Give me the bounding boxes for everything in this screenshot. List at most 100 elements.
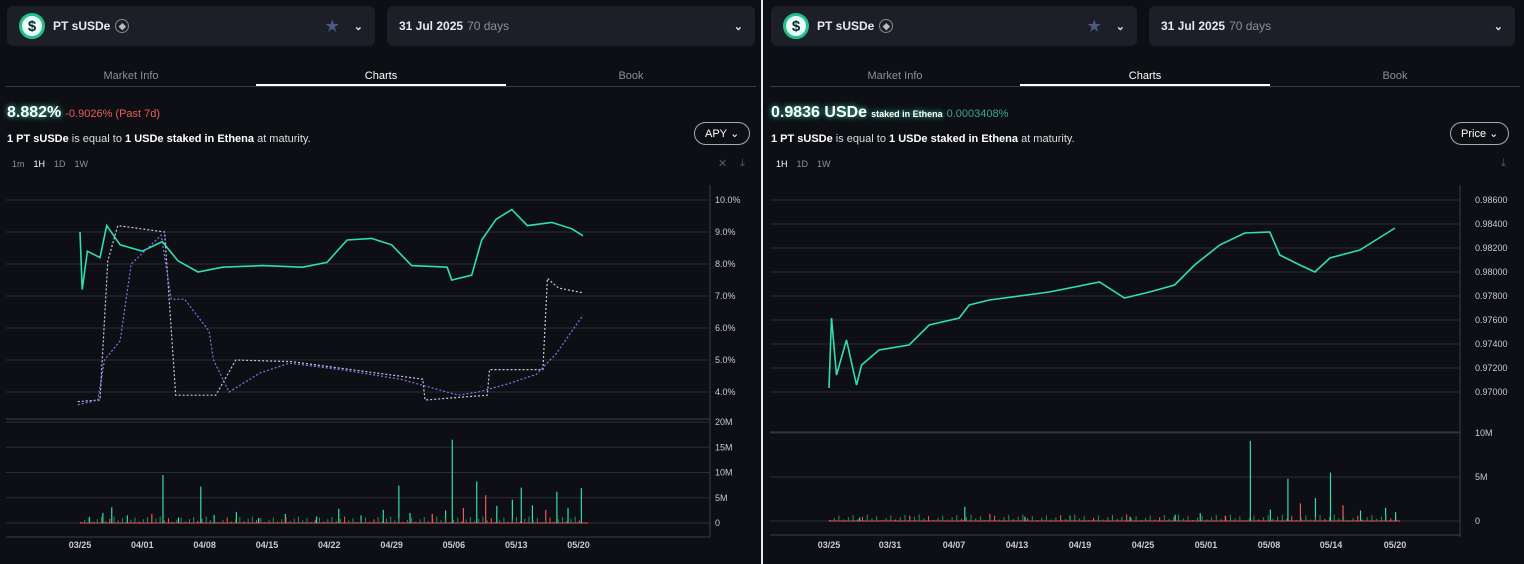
volume-bar xyxy=(961,518,963,521)
range-1d[interactable]: 1D xyxy=(796,159,809,169)
volume-bar xyxy=(461,521,463,523)
market-selector[interactable]: $ PT sUSDe ◆ ★ ⌄ xyxy=(7,6,375,46)
volume-bar xyxy=(448,522,450,523)
maturity-selector[interactable]: 31 Jul 2025 70 days ⌄ xyxy=(387,6,755,46)
volume-bar xyxy=(1225,516,1227,521)
volume-bar xyxy=(913,516,915,521)
volume-bar xyxy=(1074,514,1076,521)
tools-icon[interactable]: ✕ xyxy=(718,158,728,170)
volume-bar xyxy=(507,521,509,523)
volume-bar xyxy=(258,517,260,523)
volume-bar xyxy=(1291,516,1293,521)
volume-bar xyxy=(1088,520,1090,521)
tab-book[interactable]: Book xyxy=(618,70,644,82)
volume-tick-label: 20M xyxy=(715,417,733,427)
tab-market-info[interactable]: Market Info xyxy=(867,70,923,82)
volume-bar xyxy=(105,520,107,523)
dollar-coin-icon: $ xyxy=(783,13,809,39)
volume-bar xyxy=(1174,514,1176,521)
volume-bar xyxy=(1305,515,1307,521)
volume-bar xyxy=(1093,517,1095,521)
y-tick-label: 0.98200 xyxy=(1475,243,1508,253)
star-icon[interactable]: ★ xyxy=(1087,18,1101,35)
range-1m[interactable]: 1m xyxy=(12,159,25,169)
volume-bar xyxy=(344,516,346,523)
volume-bar xyxy=(398,518,400,523)
volume-bar xyxy=(243,520,245,523)
maturity-days: 70 days xyxy=(1229,19,1272,33)
volume-bar xyxy=(574,516,576,523)
volume-bar xyxy=(852,515,854,521)
range-1w[interactable]: 1W xyxy=(817,159,831,169)
download-icon[interactable]: ⤓ xyxy=(740,157,745,169)
maturity-date: 31 Jul 2025 xyxy=(1161,19,1226,33)
chevron-down-icon[interactable]: ⌄ xyxy=(353,20,363,33)
volume-bar xyxy=(457,517,459,523)
volume-bar xyxy=(176,519,178,523)
volume-bar xyxy=(1267,515,1269,521)
chart-price: 0.97000 0.97200 0.97400 0.97600 0.97800 0.980… xyxy=(770,185,1508,550)
volume-bar xyxy=(126,515,128,523)
volume-bar xyxy=(96,519,98,523)
volume-bar xyxy=(1249,440,1251,521)
volume-bar xyxy=(431,513,433,523)
volume-bar xyxy=(1159,517,1161,521)
volume-bar xyxy=(436,516,438,523)
range-1w[interactable]: 1W xyxy=(74,159,89,169)
volume-bar xyxy=(92,521,94,523)
volume-bar xyxy=(1078,518,1080,521)
volume-bar xyxy=(989,513,991,521)
volume-bar xyxy=(302,520,304,523)
x-tick-label: 04/15 xyxy=(256,540,279,550)
y-tick-label: 8.0% xyxy=(715,259,736,269)
volume-bar xyxy=(1333,514,1335,521)
download-icon[interactable]: ⤓ xyxy=(1501,157,1506,169)
range-1h[interactable]: 1H xyxy=(33,159,46,169)
x-tick-label: 03/25 xyxy=(818,540,841,550)
y-tick-label: 0.97600 xyxy=(1475,315,1508,325)
volume-bar xyxy=(1269,509,1271,521)
volume-bar xyxy=(331,517,333,523)
range-1h[interactable]: 1H xyxy=(776,159,788,169)
volume-bar xyxy=(197,520,199,523)
tab-charts[interactable]: Charts xyxy=(1020,70,1270,86)
desc-d: at maturity. xyxy=(1018,133,1075,145)
range-1d[interactable]: 1D xyxy=(54,159,66,169)
volume-bar xyxy=(1097,515,1099,521)
volume-bar xyxy=(1206,519,1208,521)
volume-bar xyxy=(904,515,906,521)
volume-bar xyxy=(172,522,174,523)
maturity-selector[interactable]: 31 Jul 2025 70 days ⌄ xyxy=(1149,6,1515,46)
tab-book[interactable]: Book xyxy=(1382,70,1408,82)
volume-bar xyxy=(1244,520,1246,521)
metric-dropdown[interactable]: APY ⌄ xyxy=(694,122,751,145)
volume-bar xyxy=(88,516,91,523)
volume-bar xyxy=(975,518,977,521)
volume-bar xyxy=(1229,514,1231,521)
tab-bar: Market Info Charts Book xyxy=(6,70,756,87)
volume-bar xyxy=(184,521,186,523)
volume-bar xyxy=(111,507,113,523)
dollar-coin-icon: $ xyxy=(19,13,45,39)
tab-market-info[interactable]: Market Info xyxy=(103,70,159,82)
right-panel: $ PT sUSDe ◆ ★ ⌄ 31 Jul 2025 70 days ⌄ M… xyxy=(764,0,1524,564)
volume-bar xyxy=(946,519,948,521)
volume-bar xyxy=(520,487,522,523)
volume-bar xyxy=(984,520,986,521)
volume-bar xyxy=(511,519,513,523)
volume-bar xyxy=(1281,514,1283,521)
chevron-down-icon[interactable]: ⌄ xyxy=(1115,20,1125,33)
volume-bar xyxy=(970,514,972,521)
volume-bar xyxy=(1168,518,1170,521)
market-selector[interactable]: $ PT sUSDe ◆ ★ ⌄ xyxy=(771,6,1137,46)
volume-bar xyxy=(162,475,164,523)
star-icon[interactable]: ★ xyxy=(325,18,339,35)
volume-bar xyxy=(293,518,295,523)
volume-bar xyxy=(937,517,939,521)
tab-charts[interactable]: Charts xyxy=(256,70,506,86)
chevron-down-icon: ⌄ xyxy=(733,20,743,33)
volume-bar xyxy=(256,520,258,523)
desc-d: at maturity. xyxy=(254,133,311,145)
metric-dropdown[interactable]: Price ⌄ xyxy=(1450,122,1510,145)
